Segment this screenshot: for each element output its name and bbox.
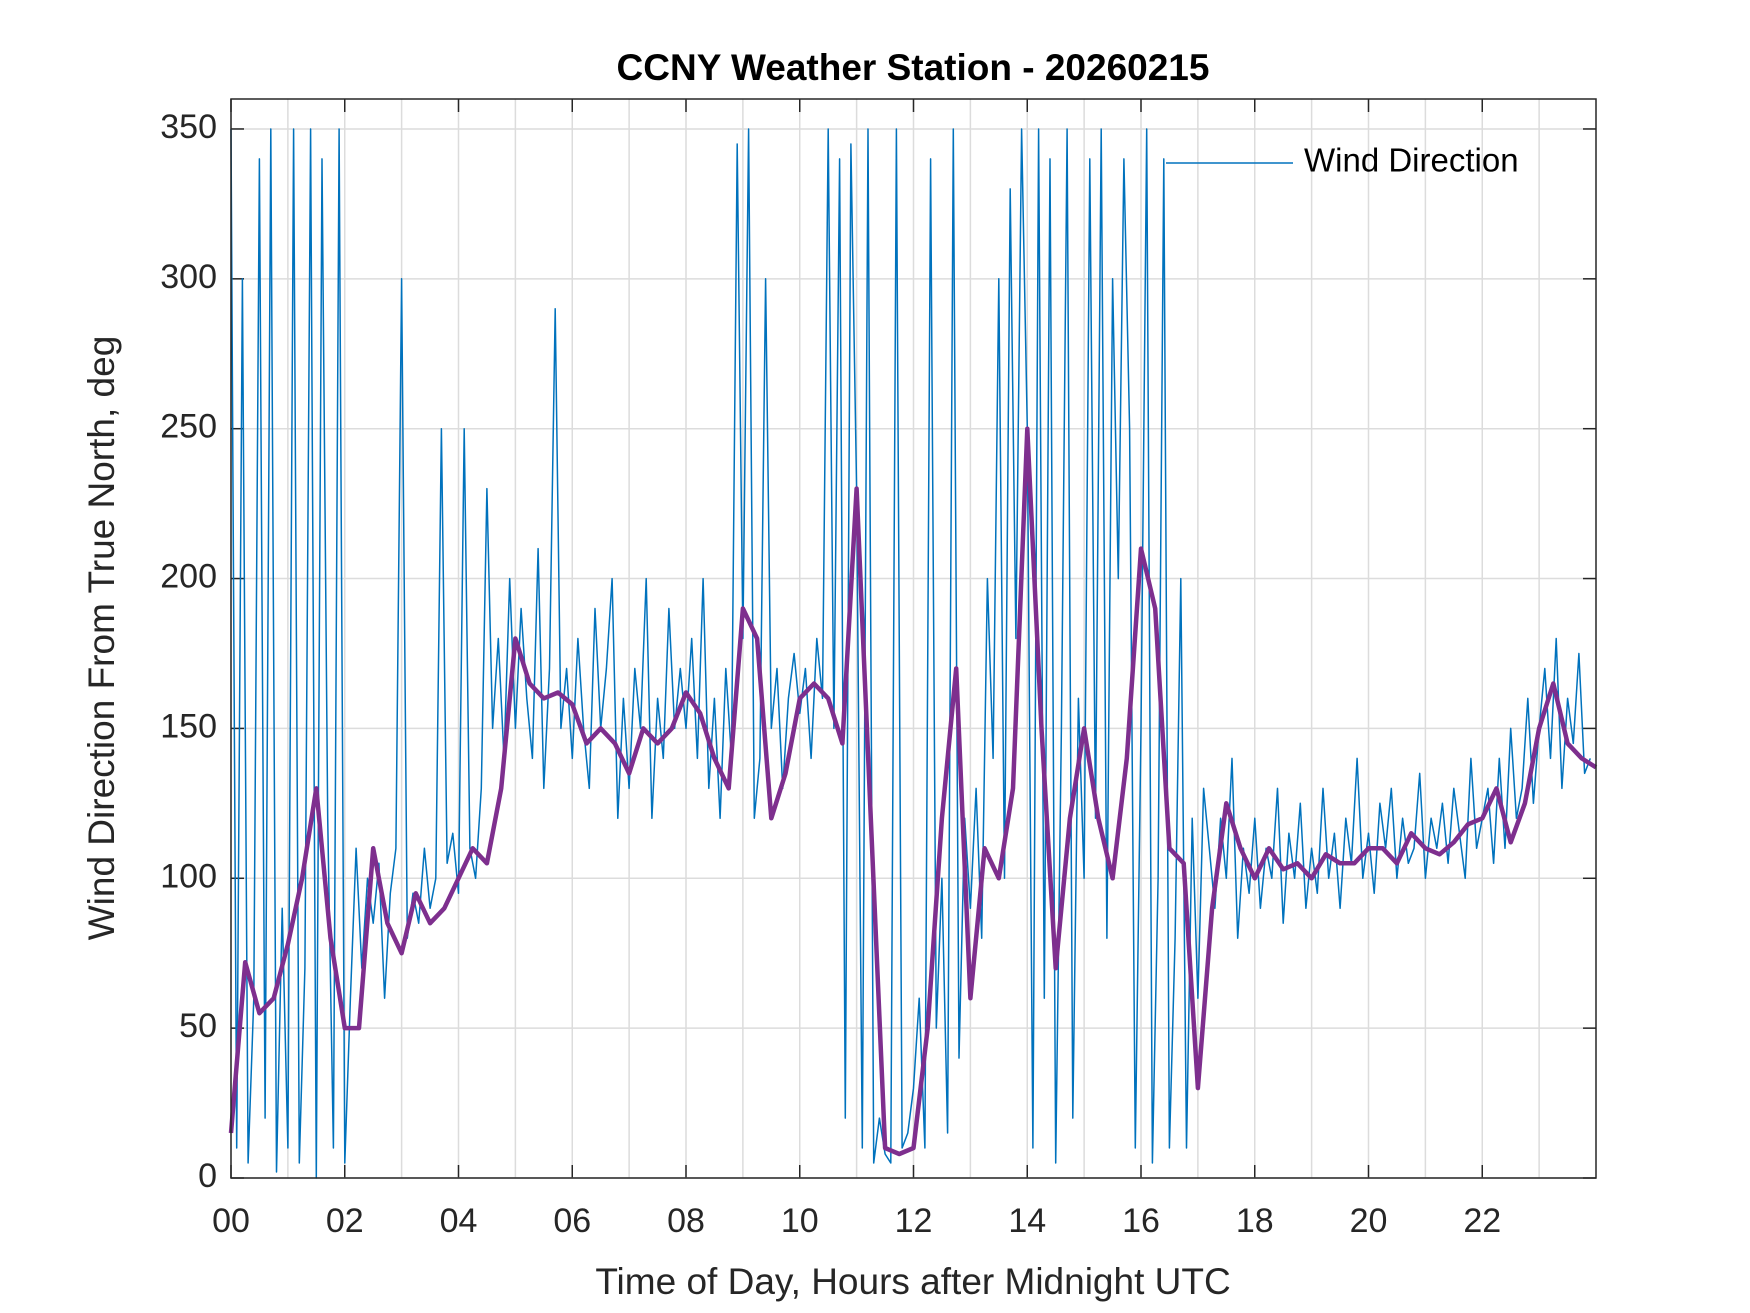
y-tick-label: 0 (198, 1157, 217, 1195)
x-tick-label: 00 (212, 1202, 250, 1240)
plot-frame (230, 98, 1597, 1179)
x-tick-label: 14 (1008, 1202, 1046, 1240)
x-tick-label: 02 (326, 1202, 364, 1240)
x-tick-label: 22 (1463, 1202, 1501, 1240)
x-tick-label: 06 (553, 1202, 591, 1240)
y-tick-label: 250 (160, 408, 217, 446)
series-line (228, 426, 1598, 1157)
x-tick-label: 12 (895, 1202, 933, 1240)
x-tick-label: 08 (667, 1202, 705, 1240)
x-tick-label: 16 (1122, 1202, 1160, 1240)
chart-title: CCNY Weather Station - 20260215 (617, 47, 1210, 88)
y-tick-label: 300 (160, 258, 217, 296)
x-tick-label: 20 (1350, 1202, 1388, 1240)
y-axis-label: Wind Direction From True North, deg (81, 336, 122, 941)
x-tick-label: 04 (440, 1202, 478, 1240)
x-tick-label: 10 (781, 1202, 819, 1240)
y-tick-label: 100 (160, 857, 217, 895)
y-tick-label: 50 (179, 1007, 217, 1045)
y-tick-label: 200 (160, 558, 217, 596)
x-tick-label: 18 (1236, 1202, 1274, 1240)
x-axis-label: Time of Day, Hours after Midnight UTC (595, 1261, 1230, 1302)
legend-label: Wind Direction (1304, 142, 1519, 179)
y-tick-label: 350 (160, 108, 217, 146)
y-tick-label: 150 (160, 707, 217, 745)
